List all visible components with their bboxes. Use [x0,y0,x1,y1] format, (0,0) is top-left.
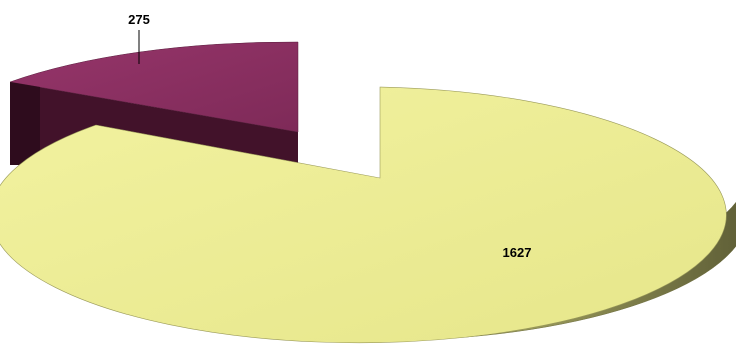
pie-slice-side-small-front [10,82,40,165]
data-label-large: 1627 [503,245,532,260]
pie-slice-large [0,86,727,344]
pie-slice-small [9,41,299,133]
data-label-small: 275 [128,12,150,27]
